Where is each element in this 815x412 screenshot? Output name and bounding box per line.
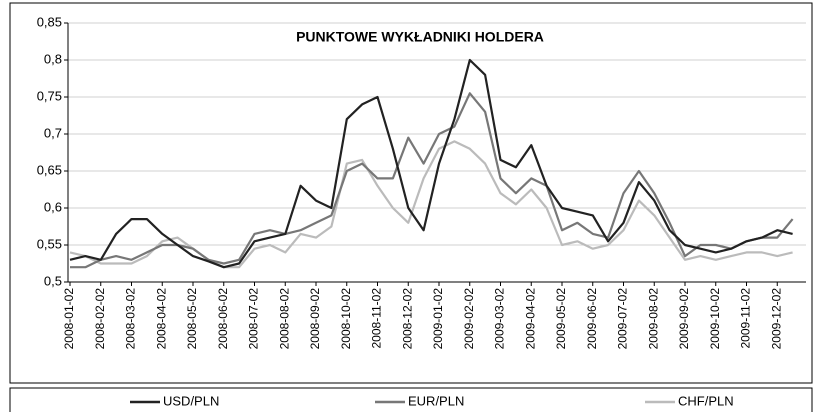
x-tick-label: 2008-11-02 (370, 288, 384, 349)
x-tick-label: 2009-09-02 (677, 288, 691, 350)
y-tick-label: 0,7 (44, 125, 62, 140)
series-line (69, 58, 793, 269)
x-tick-label: 2009-12-02 (769, 288, 783, 350)
x-tick-label: 2009-03-02 (493, 288, 507, 350)
x-tick-label: 2008-10-02 (339, 288, 353, 350)
x-tick-label: 2008-07-02 (247, 288, 261, 350)
series-line (69, 140, 793, 269)
legend-label: CHF/PLN (678, 393, 734, 408)
chart-frame (9, 2, 813, 384)
x-tick-label: 2008-02-02 (93, 288, 107, 350)
series-line (70, 92, 794, 269)
legend-label: USD/PLN (163, 393, 219, 408)
y-tick-label: 0,65 (37, 162, 62, 177)
x-tick-label: 2008-04-02 (154, 288, 168, 350)
y-tick-label: 0,5 (44, 273, 62, 288)
y-tick-label: 0,85 (37, 14, 62, 29)
x-tick-label: 2009-04-02 (523, 288, 537, 350)
legend-box (9, 387, 813, 412)
x-tick-label: 2008-08-02 (277, 288, 291, 350)
x-tick-label: 2008-09-02 (308, 288, 322, 350)
y-tick-label: 0,75 (37, 88, 62, 103)
x-tick-label: 2008-06-02 (216, 288, 230, 350)
x-tick-label: 2009-10-02 (708, 288, 722, 350)
x-tick-label: 2009-08-02 (646, 288, 660, 350)
x-tick-label: 2008-01-02 (62, 288, 76, 350)
legend-label: EUR/PLN (408, 393, 464, 408)
x-tick-label: 2009-07-02 (616, 288, 630, 350)
x-tick-label: 2009-06-02 (585, 288, 599, 350)
chart-title: PUNKTOWE WYKŁADNIKI HOLDERA (296, 29, 544, 45)
x-tick-label: 2009-11-02 (739, 288, 753, 349)
y-tick-label: 0,8 (44, 51, 62, 66)
x-tick-label: 2008-12-02 (400, 288, 414, 350)
y-tick-label: 0,55 (37, 236, 62, 251)
y-tick-label: 0,6 (44, 199, 62, 214)
x-tick-label: 2009-02-02 (462, 288, 476, 350)
x-tick-label: 2008-05-02 (185, 288, 199, 350)
x-tick-label: 2008-03-02 (124, 288, 138, 350)
x-tick-label: 2009-05-02 (554, 288, 568, 350)
x-tick-label: 2009-01-02 (431, 288, 445, 350)
